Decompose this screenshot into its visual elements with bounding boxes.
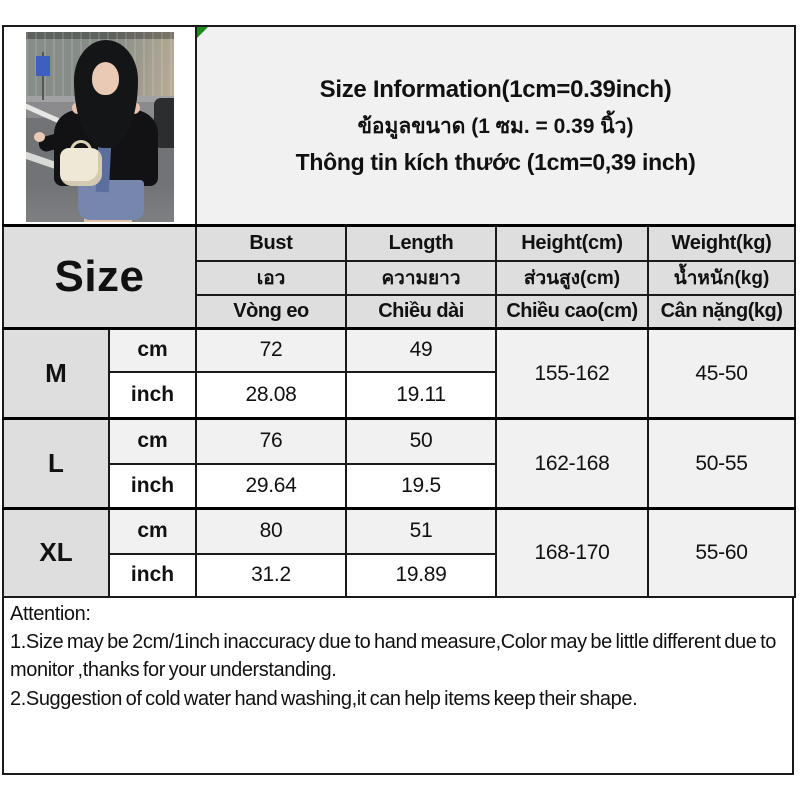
- unit-inch-m: inch: [108, 370, 197, 420]
- size-table: Size Information(1cm=0.39inch) ข้อมูลขนา…: [2, 25, 797, 598]
- header-weight-en: Weight(kg): [646, 224, 797, 262]
- size-chart-sheet: Size Information(1cm=0.39inch) ข้อมูลขนา…: [2, 25, 797, 775]
- title-thai: ข้อมูลขนาด (1 ซม. = 0.39 นิ้ว): [357, 114, 634, 138]
- value-m-length-cm: 49: [345, 327, 497, 373]
- photo-street-sign: [35, 56, 50, 76]
- value-m-bust-inch: 28.08: [195, 370, 347, 420]
- title-cell: Size Information(1cm=0.39inch) ข้อมูลขนา…: [194, 25, 797, 227]
- attention-heading: Attention:: [10, 602, 91, 625]
- value-xl-length-inch: 19.89: [345, 552, 497, 598]
- value-m-weight: 45-50: [646, 327, 797, 420]
- value-m-length-inch: 19.11: [345, 370, 497, 420]
- value-l-length-inch: 19.5: [345, 462, 497, 510]
- value-xl-length-cm: 51: [345, 507, 497, 555]
- product-photo-cell: [2, 25, 197, 227]
- value-m-bust-cm: 72: [195, 327, 347, 373]
- attention-note-1: 1.Size may be 2cm/1inch inaccuracy due t…: [10, 630, 777, 682]
- product-photo: [25, 32, 174, 222]
- excel-corner-flag-icon: [198, 27, 208, 38]
- header-height-vi: Chiều cao(cm): [495, 293, 649, 330]
- photo-car: [153, 98, 174, 148]
- header-bust-vi: Vòng eo: [195, 293, 347, 330]
- value-xl-bust-inch: 31.2: [195, 552, 347, 598]
- unit-cm-l: cm: [108, 417, 197, 465]
- value-l-bust-inch: 29.64: [195, 462, 347, 510]
- photo-model-face: [91, 62, 119, 95]
- value-l-length-cm: 50: [345, 417, 497, 465]
- photo-handbag: [59, 148, 102, 186]
- value-m-height: 155-162: [495, 327, 649, 420]
- header-length-vi: Chiều dài: [345, 293, 497, 330]
- value-l-bust-cm: 76: [195, 417, 347, 465]
- size-row-label-l: L: [2, 417, 110, 510]
- header-bust-th: เอว: [195, 259, 347, 296]
- value-xl-height: 168-170: [495, 507, 649, 598]
- header-weight-th: น้ำหนัก(kg): [646, 259, 797, 296]
- header-height-en: Height(cm): [495, 224, 649, 262]
- value-xl-weight: 55-60: [646, 507, 797, 598]
- unit-inch-xl: inch: [108, 552, 197, 598]
- title-english: Size Information(1cm=0.39inch): [319, 75, 672, 103]
- photo-model-hand: [33, 132, 45, 142]
- value-l-weight: 50-55: [646, 417, 797, 510]
- value-xl-bust-cm: 80: [195, 507, 347, 555]
- size-row-label-xl: XL: [2, 507, 110, 598]
- unit-inch-l: inch: [108, 462, 197, 510]
- unit-cm-xl: cm: [108, 507, 197, 555]
- title-vietnamese: Thông tin kích thước (1cm=0,39 inch): [295, 148, 696, 175]
- header-length-en: Length: [345, 224, 497, 262]
- title-block: Size Information(1cm=0.39inch) ข้อมูลขนา…: [198, 28, 793, 224]
- header-height-th: ส่วนสูง(cm): [495, 259, 649, 296]
- value-l-height: 162-168: [495, 417, 649, 510]
- size-row-label-m: M: [2, 327, 110, 420]
- header-bust-en: Bust: [195, 224, 347, 262]
- attention-note-2: 2.Suggestion of cold water hand washing,…: [10, 687, 638, 710]
- photo-sign-pole: [41, 52, 44, 100]
- header-length-th: ความยาว: [345, 259, 497, 296]
- unit-cm-m: cm: [108, 327, 197, 373]
- size-column-header: Size: [2, 224, 197, 330]
- photo-model-blue-skirt: [77, 180, 144, 220]
- attention-notes: Attention: 1.Size may be 2cm/1inch inacc…: [2, 597, 794, 775]
- header-weight-vi: Cân nặng(kg): [646, 293, 797, 330]
